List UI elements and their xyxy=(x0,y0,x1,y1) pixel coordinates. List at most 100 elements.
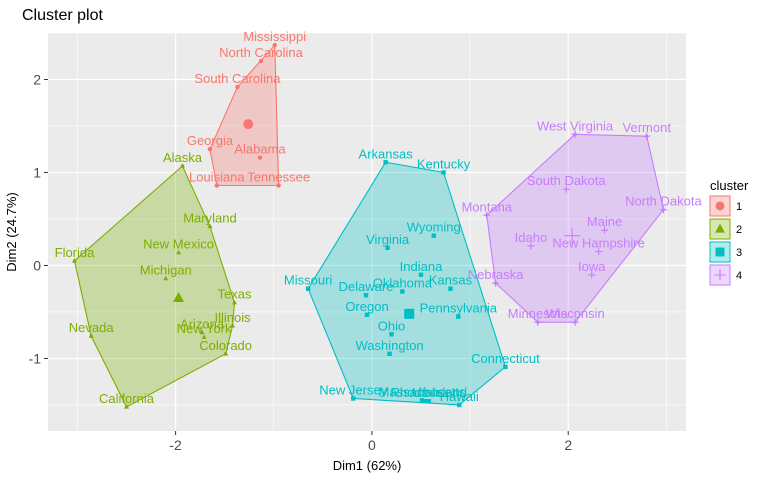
point-3 xyxy=(441,170,446,175)
point-label: Ohio xyxy=(378,318,405,333)
point-2 xyxy=(201,334,207,339)
point-label: Rhode Island xyxy=(391,385,468,400)
major-gridlines xyxy=(48,33,686,431)
point-4 xyxy=(483,211,491,219)
point-label: West Virginia xyxy=(537,118,614,133)
point-label: New York xyxy=(177,321,232,336)
legend-symbol-3 xyxy=(715,247,725,257)
cluster-hull-1 xyxy=(209,43,280,187)
point-label: New Hampshire xyxy=(552,236,644,251)
point-3 xyxy=(419,398,425,403)
centroid-3 xyxy=(404,308,415,319)
point-3 xyxy=(389,332,394,337)
point-label: Iowa xyxy=(578,259,606,274)
point-2 xyxy=(176,249,181,255)
cluster-hulls xyxy=(72,43,666,409)
point-label: Florida xyxy=(55,245,96,260)
point-label: Utah xyxy=(412,385,439,400)
point-label: Mississippi xyxy=(243,29,306,44)
point-label: Idaho xyxy=(515,230,548,245)
point-label: Oregon xyxy=(345,299,388,314)
point-2 xyxy=(180,163,185,168)
point-label: Pennsylvania xyxy=(420,301,498,316)
y-tick-label: 0 xyxy=(33,257,41,273)
point-label: Arizona xyxy=(180,316,225,331)
point-label: Nebraska xyxy=(468,267,524,282)
point-4 xyxy=(595,248,603,256)
point-label: Wisconsin xyxy=(545,306,604,321)
axes: -2 0 2 -1 0 1 2 xyxy=(29,71,573,453)
point-4 xyxy=(659,206,667,214)
point-label: Hawaii xyxy=(440,389,479,404)
point-label: South Dakota xyxy=(527,173,607,188)
point-4 xyxy=(571,130,579,138)
centroid-1 xyxy=(243,119,254,130)
x-axis-title: Dim1 (62%) xyxy=(333,458,402,473)
point-1 xyxy=(272,42,277,48)
point-4 xyxy=(601,226,609,234)
point-3 xyxy=(351,396,356,401)
point-3 xyxy=(431,233,436,238)
y-axis-title: Dim2 (24.7%) xyxy=(4,192,19,271)
point-label: Connecticut xyxy=(471,351,540,366)
point-label: Minnesota xyxy=(508,306,569,321)
minor-gridlines xyxy=(48,32,686,431)
point-2 xyxy=(207,223,213,229)
point-3 xyxy=(385,245,390,251)
point-4 xyxy=(492,279,500,287)
point-4 xyxy=(588,271,596,279)
point-label: Maryland xyxy=(183,210,236,225)
point-4 xyxy=(562,185,570,193)
point-label: Kansas xyxy=(429,273,473,288)
point-label: New Jersey xyxy=(319,382,387,397)
y-tick-label: -1 xyxy=(29,350,42,366)
point-label: Tennessee xyxy=(247,170,310,185)
point-2 xyxy=(199,329,205,335)
point-1 xyxy=(207,147,213,152)
point-label: Indiana xyxy=(400,259,443,274)
point-label: Nevada xyxy=(69,320,115,335)
point-label: North Dakota xyxy=(625,194,702,209)
point-label: Maine xyxy=(587,214,622,229)
point-3 xyxy=(457,402,462,408)
legend-label-3: 3 xyxy=(736,247,742,259)
point-label: New Mexico xyxy=(143,236,214,251)
point-label: Colorado xyxy=(199,338,252,353)
point-label: Michigan xyxy=(140,262,192,277)
point-label: Washington xyxy=(355,338,423,353)
point-3 xyxy=(503,364,508,370)
centroid-2 xyxy=(173,292,185,303)
point-1 xyxy=(235,84,240,90)
x-tick-label: 2 xyxy=(564,437,572,453)
point-label: Wyoming xyxy=(407,220,461,235)
chart-title: Cluster plot xyxy=(22,7,103,24)
point-label: California xyxy=(99,391,155,406)
point-3 xyxy=(363,293,369,298)
point-3 xyxy=(383,160,388,165)
x-tick-label: -2 xyxy=(169,437,182,453)
plot-panel xyxy=(48,33,686,431)
point-3 xyxy=(426,399,432,404)
point-label: Oklahoma xyxy=(373,276,433,291)
legend-label-2: 2 xyxy=(736,224,742,236)
point-3 xyxy=(448,286,453,291)
point-2 xyxy=(72,258,77,263)
legend-symbol-4 xyxy=(714,269,726,281)
point-2 xyxy=(163,275,169,281)
point-2 xyxy=(223,351,229,356)
point-3 xyxy=(456,314,461,319)
point-label: Kentucky xyxy=(417,156,471,171)
point-label: Illinois xyxy=(214,310,251,325)
y-tick-label: 1 xyxy=(33,164,41,180)
point-3 xyxy=(418,272,424,277)
point-4 xyxy=(571,318,579,326)
point-label: Alaska xyxy=(163,150,203,165)
point-label: Delaware xyxy=(339,279,394,294)
point-label: Montana xyxy=(461,199,512,214)
point-3 xyxy=(387,351,392,357)
point-label: Georgia xyxy=(187,133,234,148)
centroid-4 xyxy=(564,227,581,244)
cluster-hull-4 xyxy=(486,133,665,323)
point-label: Alabama xyxy=(234,142,286,157)
